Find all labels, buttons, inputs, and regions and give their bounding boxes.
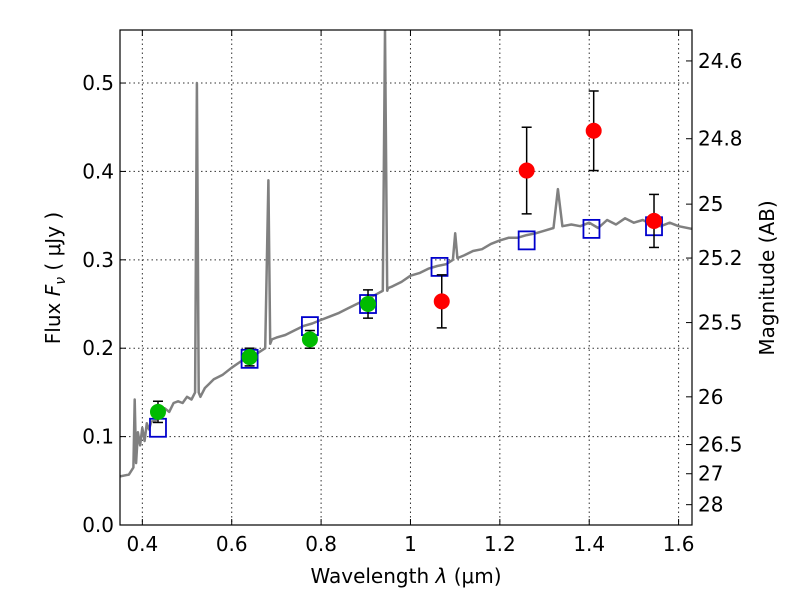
- spectrum-line: [120, 30, 692, 478]
- observed-circle-point: [360, 296, 377, 313]
- observed-circle-point: [433, 293, 450, 310]
- observed-circle-point: [241, 349, 258, 366]
- plot-frame: [119, 29, 693, 526]
- y-axis-label: Flux Fν ( μJy ): [41, 212, 69, 344]
- x-axis-label: Wavelength λ (μm): [310, 564, 501, 588]
- error-bars: [149, 90, 663, 424]
- model-square-point: [582, 218, 601, 239]
- y2-tick-label: 26.5: [698, 433, 743, 457]
- y-tick-label: 0.2: [82, 336, 114, 360]
- observed-circle-point: [646, 212, 663, 229]
- observed-circle-point: [149, 403, 166, 420]
- y2-tick-label: 24.6: [698, 49, 743, 73]
- observed-circle-point: [301, 331, 318, 348]
- y2-tick-label: 25: [698, 192, 723, 216]
- x-tick-label: 0.6: [216, 532, 248, 556]
- y2-tick-label: 25.2: [698, 246, 743, 270]
- observed-circle-point: [585, 122, 602, 139]
- x-tick-label: 1.4: [573, 532, 605, 556]
- y-tick-label: 0.0: [82, 513, 114, 537]
- y2-tick-label: 28: [698, 493, 723, 517]
- observed-circle-point: [518, 162, 535, 179]
- y-tick-label: 0.4: [82, 159, 114, 183]
- x-tick-label: 0.4: [126, 532, 158, 556]
- x-tick-label: 1: [404, 532, 417, 556]
- y-tick-label: 0.1: [82, 425, 114, 449]
- axis-ticks: 0.4 0.6 0.8 1 1.2 1.4 1.6 0.0 0.1 0.2 0.3 0.4 0.5 24.…: [82, 30, 743, 556]
- y2-tick-label: 24.8: [698, 127, 743, 151]
- y2-axis-label: Magnitude (AB): [755, 200, 779, 355]
- x-tick-label: 1.2: [484, 532, 516, 556]
- model-square-point: [430, 256, 449, 277]
- y2-tick-label: 27: [698, 462, 723, 486]
- y-tick-label: 0.3: [82, 248, 114, 272]
- y2-tick-label: 25.5: [698, 311, 743, 335]
- x-tick-label: 0.8: [305, 532, 337, 556]
- model-square-point: [517, 230, 536, 251]
- x-tick-label: 1.6: [663, 532, 695, 556]
- y2-tick-label: 26: [698, 385, 723, 409]
- y-tick-label: 0.5: [82, 71, 114, 95]
